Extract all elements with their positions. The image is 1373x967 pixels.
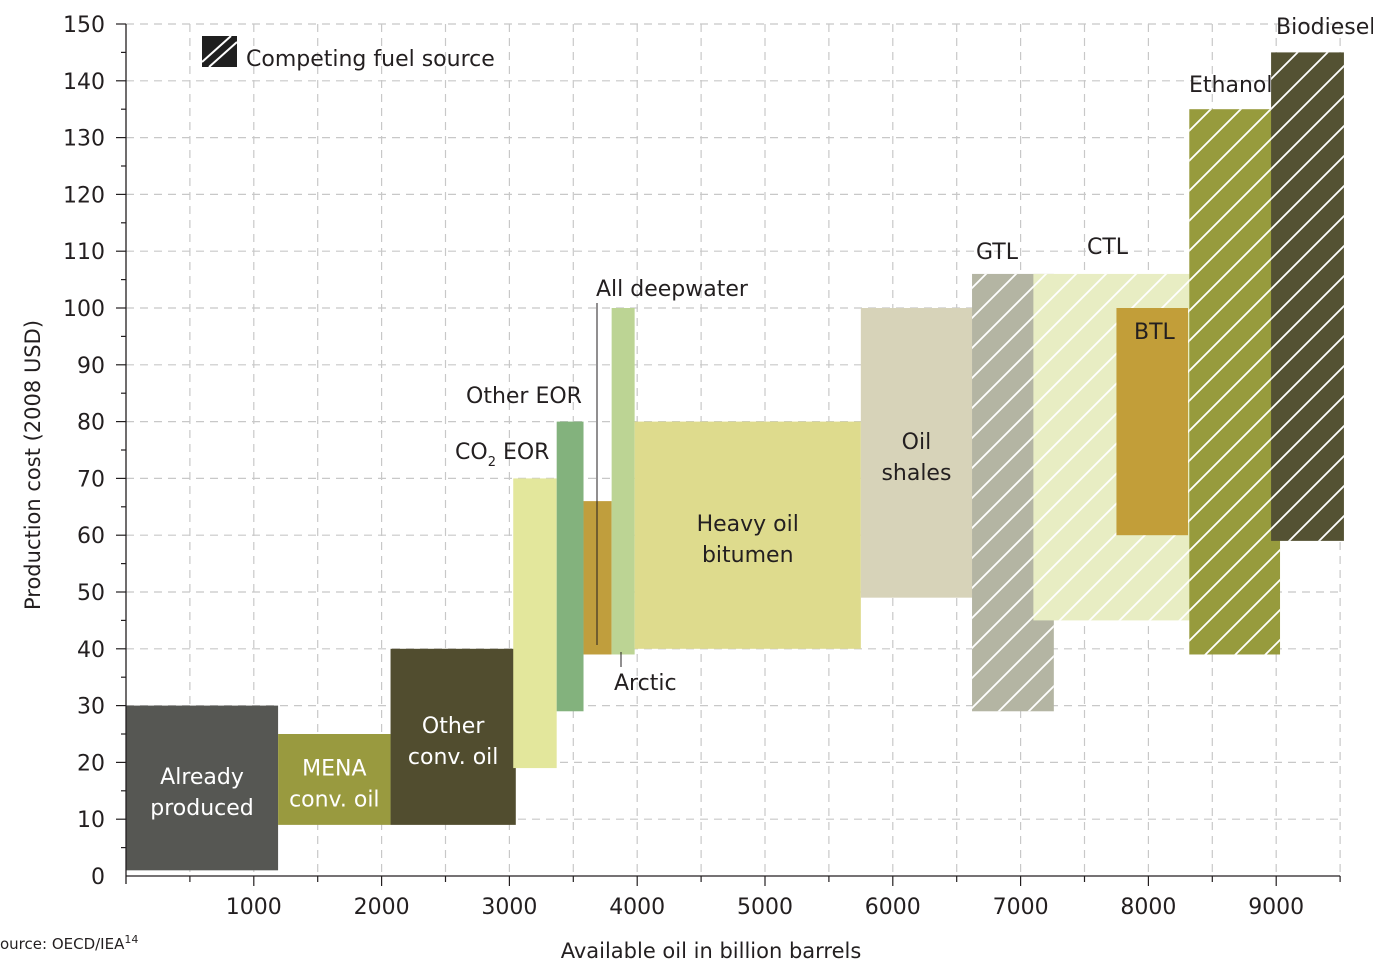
label-btl: BTL [1134,320,1176,345]
label-already-produced: Already produced [150,765,254,821]
y-tick-label: 100 [63,297,105,322]
x-tick-label: 8000 [1120,895,1176,920]
y-tick-label: 0 [91,865,105,890]
y-tick-label: 30 [77,695,105,720]
label-biodiesel: Biodiesel [1276,15,1373,40]
x-tick-label: 6000 [865,895,921,920]
legend-swatch-hatch [201,35,238,68]
x-tick-label: 4000 [609,895,665,920]
x-tick-label: 3000 [481,895,537,920]
label-all-deepwater: All deepwater [596,277,749,302]
y-tick-label: 10 [77,808,105,833]
label-heavy-oil-bitumen: Heavy oil bitumen [697,512,799,568]
label-ctl: CTL [1087,235,1129,260]
x-tick-label: 7000 [993,895,1049,920]
bar-heavy-oil-bitumen [634,421,861,649]
y-tick-label: 40 [77,638,105,663]
bar-hatch-biodiesel [1271,52,1344,541]
label-other-conv-oil: Other conv. oil [408,714,498,770]
y-tick-label: 20 [77,751,105,776]
y-tick-label: 50 [77,581,105,606]
bar-btl [1116,308,1189,536]
x-tick-label: 5000 [737,895,793,920]
bar-all-deepwater [583,501,612,655]
bar-other-eor [556,421,584,712]
legend-swatch [202,36,237,67]
y-tick-label: 70 [77,467,105,492]
bar-mena-conv-oil [278,734,391,825]
label-mena-conv-oil: MENA conv. oil [289,756,379,812]
y-tick-label: 130 [63,127,105,152]
y-tick-label: 120 [63,183,105,208]
y-tick-label: 110 [63,240,105,265]
x-tick-label: 9000 [1248,895,1304,920]
cost-blocks [126,52,1344,871]
label-gtl: GTL [976,240,1019,265]
y-tick-label: 140 [63,70,105,95]
y-tick-label: 90 [77,354,105,379]
label-oil-shales: Oil shales [881,430,951,486]
y-tick-label: 60 [77,524,105,549]
x-axis-title: Available oil in billion barrels [561,939,862,963]
bar-already-produced [126,705,279,871]
annotations [596,303,622,667]
legend-label: Competing fuel source [246,47,495,72]
label-ethanol: Ethanol [1189,73,1272,98]
bar-co2-eor [513,478,557,769]
label-arctic: Arctic [614,671,677,696]
axis-titles: Available oil in billion barrels Product… [21,320,861,963]
legend: Competing fuel source [201,35,495,72]
y-tick-label: 80 [77,411,105,436]
bar-arctic [611,308,635,655]
source-note: ource: OECD/IEA14 [0,933,139,953]
label-co2-eor: CO2 EOR [455,440,549,470]
x-tick-label: 1000 [226,895,282,920]
block-labels: CO2 EOR Already produced MENA conv. oil Othe… [150,15,1373,821]
label-other-eor: Other EOR [466,384,582,409]
y-tick-label: 150 [63,13,105,38]
x-tick-label: 2000 [354,895,410,920]
bar-other-conv-oil [390,648,516,825]
y-axis-title: Production cost (2008 USD) [21,320,45,610]
bar-oil-shales [860,308,973,598]
axes: 1000 2000 3000 4000 5000 6000 7000 8000 9000 0 10 2… [63,13,1341,920]
bar-hatch-ethanol [1189,109,1281,655]
